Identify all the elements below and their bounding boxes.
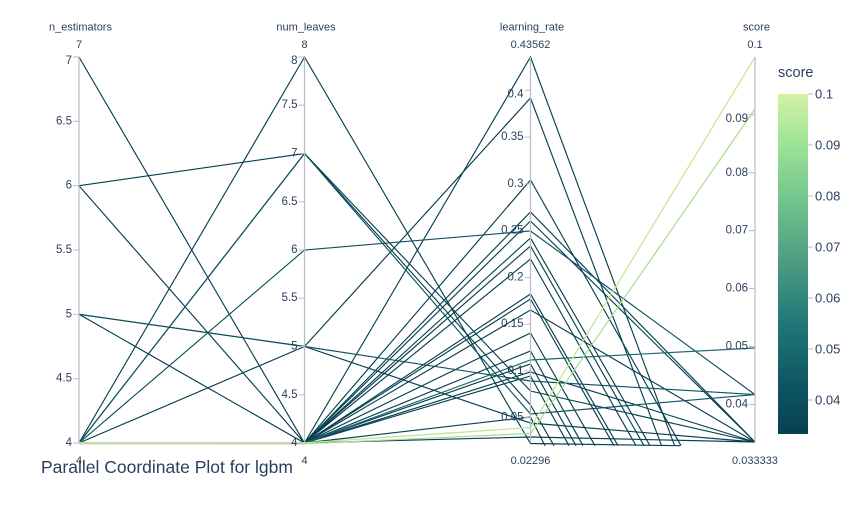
svg-text:4: 4: [291, 437, 298, 449]
svg-text:6.5: 6.5: [282, 196, 298, 208]
svg-text:0.08: 0.08: [726, 167, 748, 179]
svg-text:0.04: 0.04: [815, 393, 840, 408]
svg-text:0.033333: 0.033333: [732, 455, 778, 467]
svg-text:0.02296: 0.02296: [511, 455, 551, 467]
svg-text:4: 4: [301, 455, 307, 467]
svg-text:8: 8: [301, 39, 307, 51]
svg-text:0.1: 0.1: [815, 87, 833, 102]
svg-text:0.43562: 0.43562: [511, 39, 551, 51]
svg-text:5: 5: [291, 341, 297, 353]
svg-text:0.1: 0.1: [508, 365, 524, 377]
svg-text:num_leaves: num_leaves: [276, 22, 336, 34]
svg-text:0.08: 0.08: [815, 189, 840, 204]
svg-text:7: 7: [66, 55, 72, 67]
svg-text:8: 8: [291, 55, 297, 67]
svg-text:7.5: 7.5: [282, 99, 298, 111]
svg-text:0.15: 0.15: [501, 318, 523, 330]
svg-text:6: 6: [291, 244, 297, 256]
svg-text:7: 7: [291, 148, 297, 160]
svg-text:0.06: 0.06: [726, 283, 748, 295]
svg-text:0.4: 0.4: [508, 88, 525, 100]
svg-text:score: score: [743, 22, 770, 34]
svg-text:0.1: 0.1: [747, 39, 762, 51]
svg-text:Parallel Coordinate Plot for l: Parallel Coordinate Plot for lgbm: [41, 457, 293, 477]
svg-text:0.07: 0.07: [726, 225, 748, 237]
svg-text:0.07: 0.07: [815, 240, 840, 255]
svg-text:0.05: 0.05: [815, 342, 840, 357]
svg-text:4: 4: [76, 455, 82, 467]
svg-text:0.05: 0.05: [501, 412, 523, 424]
svg-text:0.2: 0.2: [508, 271, 524, 283]
svg-text:4.5: 4.5: [56, 373, 72, 385]
svg-text:5: 5: [66, 308, 72, 320]
svg-text:n_estimators: n_estimators: [49, 22, 112, 34]
svg-text:4: 4: [66, 437, 73, 449]
svg-text:4.5: 4.5: [282, 389, 298, 401]
svg-text:0.09: 0.09: [815, 138, 840, 153]
svg-text:learning_rate: learning_rate: [500, 22, 564, 34]
svg-text:0.3: 0.3: [508, 178, 524, 190]
svg-text:7: 7: [76, 39, 82, 51]
svg-text:0.05: 0.05: [726, 341, 748, 353]
svg-text:6: 6: [66, 180, 72, 192]
svg-text:score: score: [778, 65, 813, 81]
svg-text:0.06: 0.06: [815, 291, 840, 306]
svg-text:0.25: 0.25: [501, 225, 523, 237]
svg-text:0.09: 0.09: [726, 113, 748, 125]
svg-text:5.5: 5.5: [282, 292, 298, 304]
svg-text:5.5: 5.5: [56, 244, 72, 256]
svg-text:0.04: 0.04: [726, 398, 749, 410]
svg-text:6.5: 6.5: [56, 115, 72, 127]
svg-text:0.35: 0.35: [501, 131, 523, 143]
